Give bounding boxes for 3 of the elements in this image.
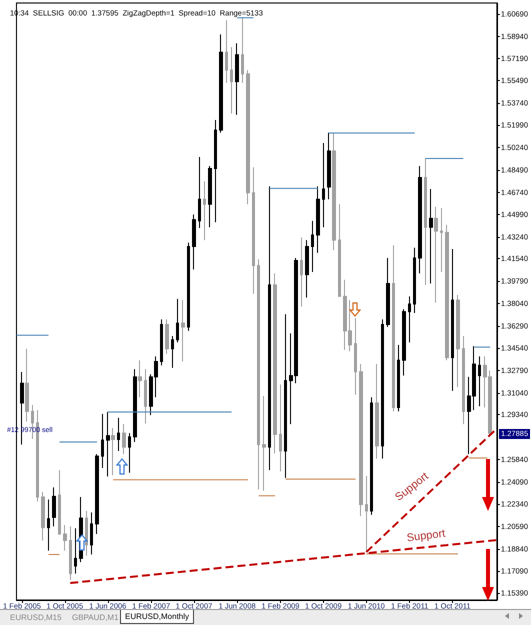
text: GBPAUD,M1 xyxy=(71,612,120,624)
text: EURUSD,M15 xyxy=(9,612,63,624)
annotation: Support xyxy=(406,528,446,544)
